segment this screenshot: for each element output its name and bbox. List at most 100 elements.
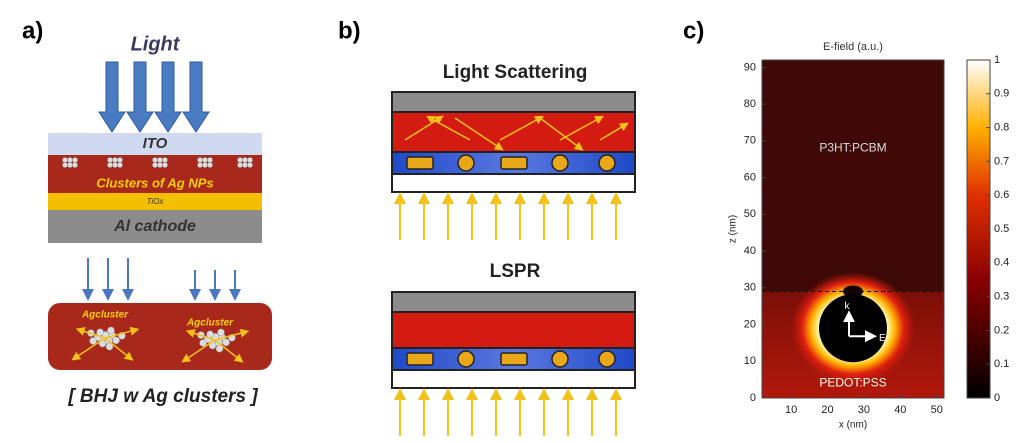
scatter-arrow xyxy=(599,122,629,141)
layer xyxy=(48,210,262,243)
particle xyxy=(162,157,168,163)
upper-region xyxy=(762,60,944,292)
particle xyxy=(202,162,208,168)
active-layer xyxy=(391,311,636,349)
substrate xyxy=(391,369,636,389)
layer xyxy=(48,133,262,155)
particle xyxy=(107,157,113,163)
nanoparticle xyxy=(819,294,887,363)
y-tick-label: 90 xyxy=(744,61,756,73)
scatter-arrow xyxy=(454,117,504,151)
colorbar-tick-label: 0.2 xyxy=(994,324,1009,336)
layer xyxy=(48,193,262,210)
particle xyxy=(199,339,207,347)
y-tick-label: 30 xyxy=(744,282,756,294)
scatter-arrow xyxy=(214,339,244,363)
particle xyxy=(96,328,104,337)
particle xyxy=(242,157,248,163)
y-tick-label: 60 xyxy=(744,171,756,183)
colorbar-tick-label: 0 xyxy=(994,392,1000,404)
particle xyxy=(237,157,243,163)
particle xyxy=(247,162,253,168)
arrow xyxy=(98,61,126,133)
particle xyxy=(598,350,616,368)
particle xyxy=(217,328,225,337)
scatter-arrow xyxy=(104,337,134,361)
region-label: PEDOT:PSS xyxy=(819,375,886,389)
particle xyxy=(117,162,123,168)
scatter-arrow xyxy=(75,327,106,339)
x-tick-label: 50 xyxy=(931,404,943,416)
cluster xyxy=(71,326,250,363)
particle xyxy=(207,157,213,163)
particle xyxy=(152,162,158,168)
layer-label: TiOx xyxy=(147,197,165,206)
particle xyxy=(62,157,68,163)
layer-label: Al cathode xyxy=(113,218,196,235)
y-tick-label: 50 xyxy=(744,208,756,220)
diagram-title: LSPR xyxy=(490,261,541,282)
arrow xyxy=(154,61,182,133)
nanoparticles xyxy=(62,157,253,168)
particle xyxy=(67,162,73,168)
particle xyxy=(67,157,73,163)
y-tick-label: 40 xyxy=(744,245,756,257)
particle xyxy=(162,162,168,168)
y-tick-label: 70 xyxy=(744,135,756,147)
colorbar-tick-label: 0.3 xyxy=(994,291,1009,303)
particle xyxy=(107,326,115,335)
diagram-title: Light Scattering xyxy=(443,62,588,83)
region-label: P3HT:PCBM xyxy=(819,140,886,154)
electrode xyxy=(391,91,636,113)
x-tick-label: 30 xyxy=(858,404,870,416)
particle xyxy=(237,162,243,168)
x-tick-label: 20 xyxy=(821,404,833,416)
y-tick-label: 80 xyxy=(744,98,756,110)
particle xyxy=(89,337,97,345)
colorbar-tick-label: 0.9 xyxy=(994,88,1009,100)
particle xyxy=(242,162,248,168)
particle xyxy=(112,162,118,168)
substrate xyxy=(391,173,636,193)
map-title: E-field (a.u.) xyxy=(823,41,883,53)
colorbar-tick-label: 0.7 xyxy=(994,155,1009,167)
x-tick-label: 40 xyxy=(894,404,906,416)
cluster-label: Agcluster xyxy=(81,310,129,321)
panel-label: c) xyxy=(683,17,704,44)
scatter-arrow xyxy=(181,339,216,363)
light-label: Light xyxy=(131,33,181,55)
colorbar-tick-label: 0.6 xyxy=(994,189,1009,201)
scatter-arrow xyxy=(499,115,544,141)
particle xyxy=(207,162,213,168)
scatter-arrow xyxy=(539,117,584,151)
particle xyxy=(551,154,569,172)
y-tick-label: 10 xyxy=(744,355,756,367)
particle xyxy=(72,157,78,163)
particle xyxy=(112,157,118,163)
panel-label: a) xyxy=(22,17,43,44)
particle xyxy=(406,156,434,170)
colorbar-tick-label: 0.4 xyxy=(994,257,1009,269)
layer-label: ITO xyxy=(143,135,168,152)
panel-label: b) xyxy=(338,17,361,44)
particle xyxy=(247,157,253,163)
particle xyxy=(202,157,208,163)
y-axis-label: z (nm) xyxy=(728,215,739,243)
x-tick-label: 10 xyxy=(785,404,797,416)
arrow xyxy=(126,61,154,133)
colorbar-tick-label: 0.8 xyxy=(994,122,1009,134)
scatter-arrow xyxy=(426,115,471,141)
particle xyxy=(107,162,113,168)
colorbar-tick-label: 0.1 xyxy=(994,358,1009,370)
arrow xyxy=(182,61,210,133)
particle xyxy=(500,352,528,366)
vector-label: k xyxy=(845,301,851,312)
colorbar-tick-label: 1 xyxy=(994,54,1000,66)
cluster-label: Agcluster xyxy=(186,318,234,329)
particle xyxy=(157,162,163,168)
x-axis-label: x (nm) xyxy=(839,420,867,431)
light-arrows xyxy=(98,61,210,133)
particle xyxy=(551,350,569,368)
active-layer xyxy=(48,303,272,370)
